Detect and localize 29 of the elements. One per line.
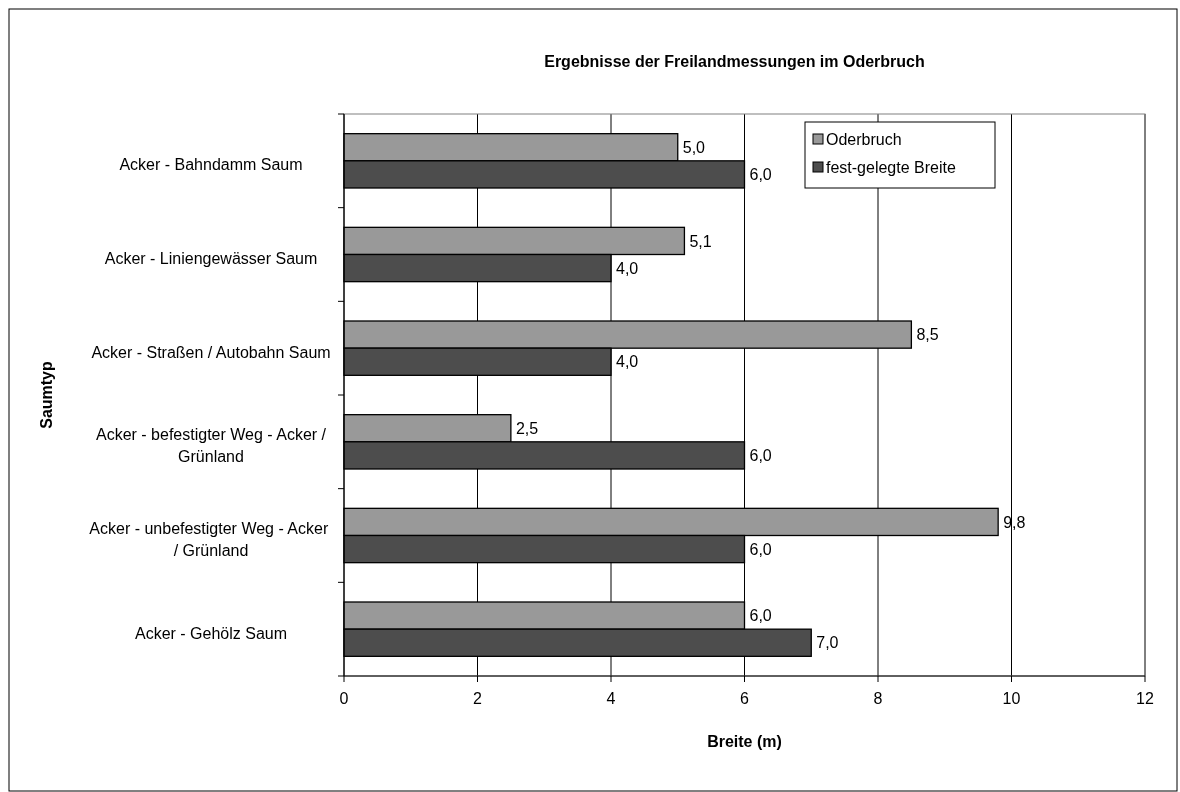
data-label: 6,0 [749, 447, 772, 465]
y-axis-title: Saumtyp [38, 360, 55, 429]
x-tick-label: 2 [473, 690, 483, 707]
data-label: 7,0 [816, 634, 839, 652]
data-label: 8,5 [916, 326, 939, 344]
x-tick-label: 6 [740, 690, 750, 707]
chart-title: Ergebnisse der Freilandmessungen im Oderbruch [544, 53, 925, 70]
x-tick-label: 0 [339, 690, 349, 707]
x-tick-label: 8 [873, 690, 883, 707]
data-label: 5,0 [682, 138, 706, 156]
x-tick-label: 12 [1136, 690, 1154, 707]
x-axis-title: Breite (m) [707, 733, 782, 750]
data-label: 6,0 [749, 166, 772, 184]
y-tick-label: Acker - befestigter Weg - Acker / Grünland [95, 426, 327, 466]
data-label: 6,0 [749, 540, 772, 558]
y-tick-label: Acker - Gehölz Saum [134, 624, 288, 642]
data-label: 5,1 [689, 232, 712, 250]
data-label: 4,0 [616, 353, 639, 371]
y-tick-label: Acker - Straßen / Autobahn Saum [91, 343, 331, 361]
y-tick-label: Acker - unbefestigter Weg - Acker / Grünland [89, 520, 333, 560]
data-label: 6,0 [749, 607, 772, 625]
legend-label: fest-gelegte Breite [826, 158, 956, 176]
data-label: 2,5 [515, 419, 539, 437]
y-tick-label: Acker - Bahndamm Saum [119, 156, 303, 174]
legend-label: Oderbruch [826, 130, 902, 148]
data-label: 4,0 [616, 259, 639, 277]
x-tick-label: 4 [606, 690, 616, 707]
x-tick-label: 10 [1002, 690, 1021, 707]
y-tick-label: Acker - Liniengewässer Saum [104, 250, 318, 268]
